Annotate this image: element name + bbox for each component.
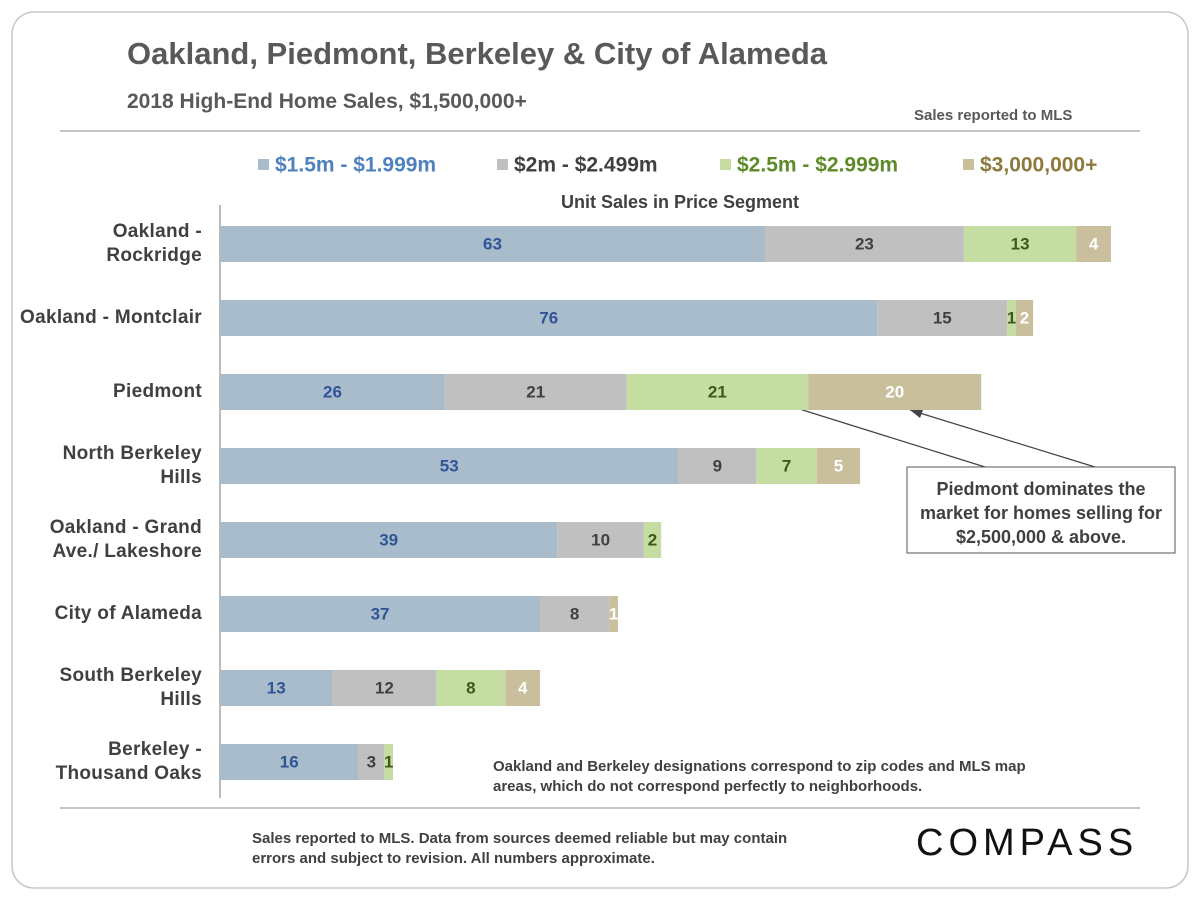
note: Oakland and Berkeley designations corres… [493, 758, 1026, 795]
legend-label: $2.5m - $2.999m [737, 154, 898, 177]
bar-segment [963, 226, 1077, 262]
annotation-box [906, 466, 1176, 554]
bar-segment [220, 300, 878, 336]
source: Sales reported to MLS [914, 107, 1073, 124]
bar-segment [626, 374, 809, 410]
bar-segment [444, 374, 627, 410]
value-label: 2 [648, 530, 657, 549]
y-tick-label: Oakland - Montclair [20, 307, 203, 328]
value-label: 8 [466, 678, 475, 697]
value-label: 37 [371, 604, 390, 623]
bar-segment [1007, 300, 1016, 336]
y-tick-label: Oakland - Grand Ave./ Lakeshore [49, 517, 202, 562]
value-label: 76 [539, 308, 558, 327]
value-label: 1 [1007, 308, 1016, 327]
bar-segment [220, 226, 765, 262]
value-label: 21 [708, 382, 727, 401]
value-label: 16 [280, 752, 299, 771]
bar-segment [540, 596, 610, 632]
value-label: 3 [367, 752, 376, 771]
value-label: 12 [375, 678, 394, 697]
bar-segment [220, 374, 445, 410]
frame [11, 11, 1189, 889]
value-label: 10 [591, 530, 610, 549]
legend-label: $2m - $2.499m [514, 154, 658, 177]
annotation: Piedmont dominates the market for homes … [919, 479, 1163, 547]
value-label: 4 [1089, 234, 1099, 253]
bar-segment [220, 744, 359, 780]
value-label: 9 [713, 456, 722, 475]
bar-segment [220, 596, 541, 632]
arrow [776, 401, 986, 468]
bar-segment [808, 374, 982, 410]
bar-segment [609, 596, 618, 632]
subtitle: 2018 High-End Home Sales, $1,500,000+ [127, 90, 527, 113]
value-label: 20 [885, 382, 904, 401]
bar-segment [764, 226, 964, 262]
axis-title: Unit Sales in Price Segment [560, 192, 800, 212]
value-label: 7 [782, 456, 791, 475]
bar-segment [877, 300, 1008, 336]
value-label: 8 [570, 604, 579, 623]
bar-segment [220, 522, 558, 558]
legend-label: $3,000,000+ [980, 154, 1097, 177]
legend-swatch [963, 159, 974, 170]
bar-segment [816, 448, 861, 484]
bar-segment [678, 448, 757, 484]
arrow [909, 409, 1096, 468]
legend-swatch [258, 159, 269, 170]
bar-segment [384, 744, 393, 780]
logo: COMPASS [916, 822, 1139, 864]
value-label: 5 [834, 456, 843, 475]
y-tick-label: City of Alameda [54, 603, 202, 624]
value-label: 53 [440, 456, 459, 475]
y-tick-label: South Berkeley Hills [59, 665, 202, 710]
legend-label: $1.5m - $1.999m [275, 154, 436, 177]
bar-segment [332, 670, 437, 706]
bar-segment [643, 522, 662, 558]
value-label: 1 [384, 752, 393, 771]
bar-segment [1015, 300, 1034, 336]
y-tick-label: Piedmont [113, 381, 202, 402]
value-label: 21 [526, 382, 545, 401]
value-label: 23 [855, 234, 874, 253]
title: Oakland, Piedmont, Berkeley & City of Al… [127, 36, 827, 71]
footer: Sales reported to MLS. Data from sources… [252, 830, 788, 867]
value-label: 2 [1020, 308, 1029, 327]
bar-segment [220, 448, 679, 484]
value-label: 15 [933, 308, 952, 327]
value-label: 39 [379, 530, 398, 549]
bar-segment [505, 670, 541, 706]
bar-segment [220, 670, 333, 706]
bar-segment [557, 522, 644, 558]
value-label: 26 [323, 382, 342, 401]
y-tick-label: Oakland - Rockridge [106, 221, 202, 266]
bar-segment [358, 744, 385, 780]
value-label: 13 [1011, 234, 1030, 253]
value-label: 13 [267, 678, 286, 697]
bar-segment [756, 448, 817, 484]
bar-segment [1076, 226, 1111, 262]
value-label: 63 [483, 234, 502, 253]
legend-swatch [720, 159, 731, 170]
legend-swatch [497, 159, 508, 170]
arrow-head [910, 410, 923, 418]
bar-segment [436, 670, 506, 706]
y-tick-label: Berkeley - Thousand Oaks [55, 739, 202, 784]
y-tick-label: North Berkeley Hills [62, 443, 202, 488]
value-label: 4 [518, 678, 528, 697]
value-label: 1 [609, 604, 618, 623]
